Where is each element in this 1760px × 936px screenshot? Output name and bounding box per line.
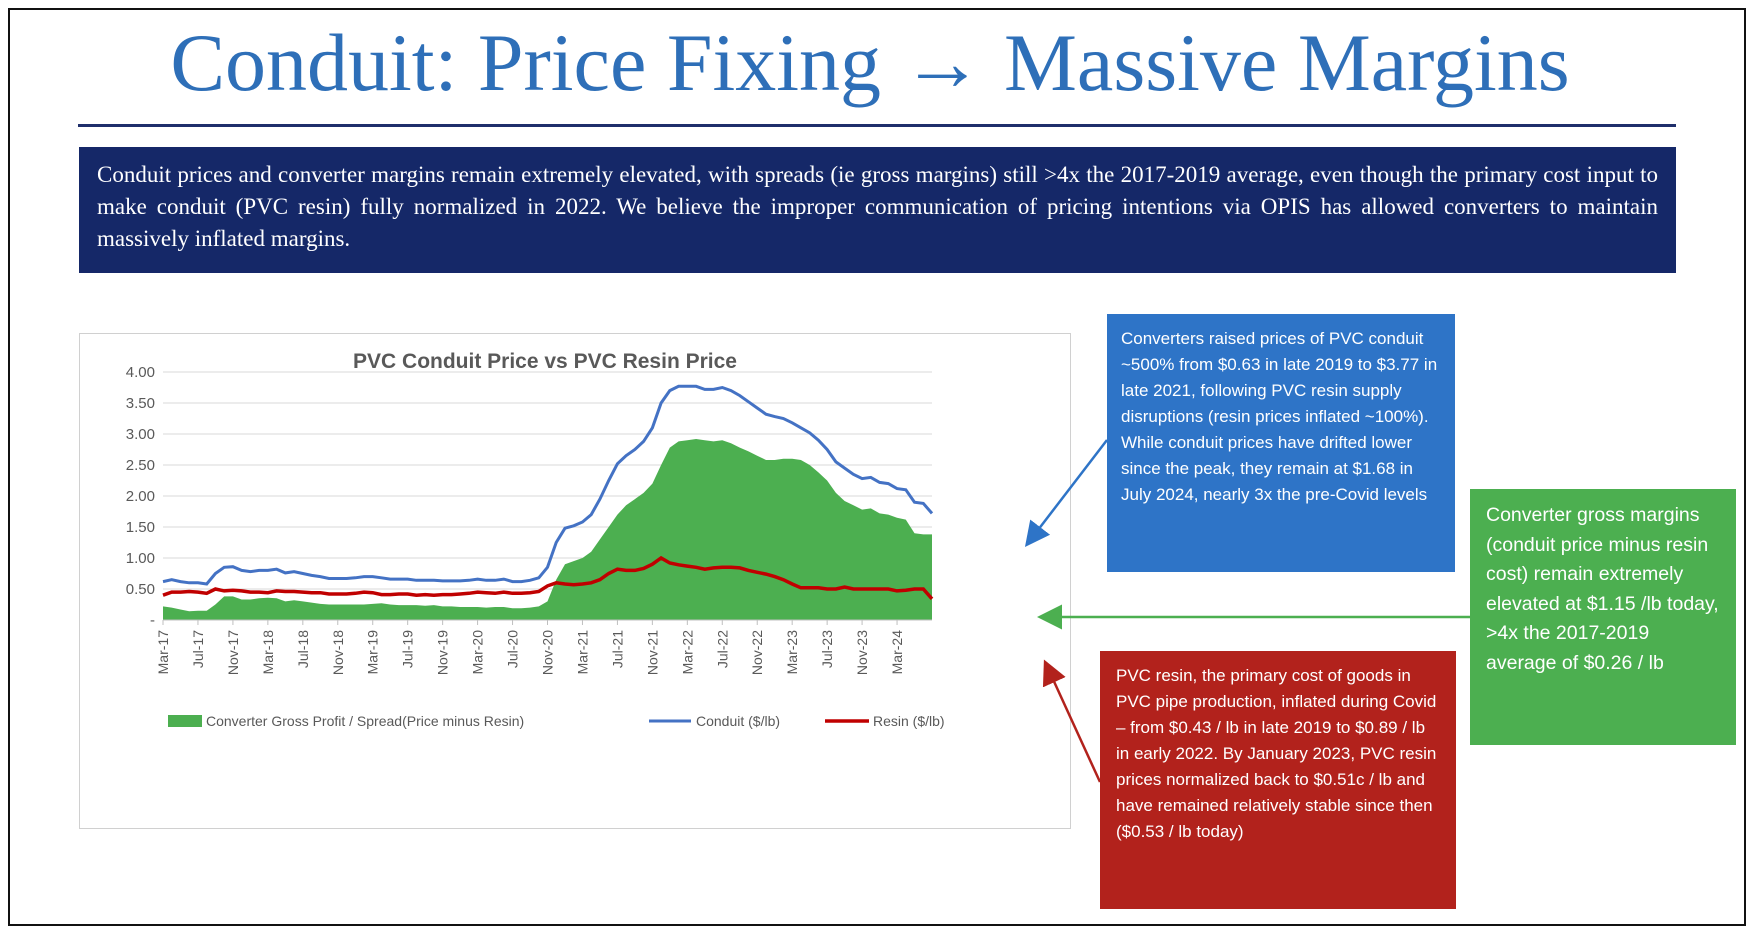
x-tick-label: Jul-18 (295, 630, 311, 668)
x-tick-label: Mar-18 (260, 630, 276, 675)
title-divider (78, 124, 1676, 127)
gross-margin-callout: Converter gross margins (conduit price m… (1470, 489, 1736, 745)
legend-label-resin: Resin ($/lb) (873, 713, 945, 729)
x-tick-label: Jul-22 (714, 630, 730, 668)
x-tick-label: Nov-19 (435, 630, 451, 675)
x-tick-label: Nov-22 (749, 630, 765, 675)
x-tick-label: Mar-17 (155, 630, 171, 675)
x-tick-label: Jul-21 (609, 630, 625, 668)
x-tick-label: Mar-24 (889, 630, 905, 675)
x-tick-label: Nov-20 (540, 630, 556, 675)
summary-box: Conduit prices and converter margins rem… (79, 147, 1676, 273)
y-tick-label: 1.00 (126, 550, 155, 567)
legend-swatch-spread (168, 715, 202, 727)
x-tick-label: Mar-23 (784, 630, 800, 675)
x-tick-label: Mar-21 (574, 630, 590, 675)
x-tick-label: Nov-18 (330, 630, 346, 675)
slide-frame (8, 8, 1746, 926)
conduit-price-callout: Converters raised prices of PVC conduit … (1107, 314, 1455, 572)
red-arrow (1042, 659, 1102, 783)
x-tick-label: Nov-23 (854, 630, 870, 675)
y-tick-label: 3.00 (126, 426, 155, 443)
y-tick-label: - (150, 612, 155, 629)
spread-area (163, 439, 932, 620)
x-tick-label: Jul-17 (190, 630, 206, 668)
y-tick-label: 2.00 (126, 488, 155, 505)
conduit-line (162, 384, 934, 586)
x-tick-label: Jul-20 (505, 630, 521, 668)
chart-container: PVC Conduit Price vs PVC Resin Price - 0.5… (79, 333, 1071, 829)
y-tick-label: 3.50 (126, 395, 155, 412)
y-tick-label: 0.50 (126, 581, 155, 598)
x-tick-label: Mar-22 (679, 630, 695, 675)
y-tick-label: 2.50 (126, 457, 155, 474)
x-tick-label: Mar-20 (470, 630, 486, 675)
legend-label-spread: Converter Gross Profit / Spread(Price mi… (206, 713, 524, 729)
legend-label-conduit: Conduit ($/lb) (696, 713, 780, 729)
chart-title: PVC Conduit Price vs PVC Resin Price (353, 350, 737, 373)
blue-arrow (1024, 439, 1108, 547)
y-tick-label: 1.50 (126, 519, 155, 536)
x-tick-label: Jul-19 (400, 630, 416, 668)
x-tick-label: Jul-23 (819, 630, 835, 668)
y-tick-label: 4.00 (126, 364, 155, 381)
x-tick-label: Mar-19 (365, 630, 381, 675)
resin-line (162, 555, 934, 601)
pvc-price-chart: PVC Conduit Price vs PVC Resin Price - 0.5… (126, 350, 945, 729)
resin-price-callout: PVC resin, the primary cost of goods in … (1100, 651, 1456, 909)
x-tick-label: Nov-21 (644, 630, 660, 675)
slide-title: Conduit: Price Fixing → Massive Margins (170, 17, 1570, 108)
x-tick-label: Nov-17 (225, 630, 241, 675)
